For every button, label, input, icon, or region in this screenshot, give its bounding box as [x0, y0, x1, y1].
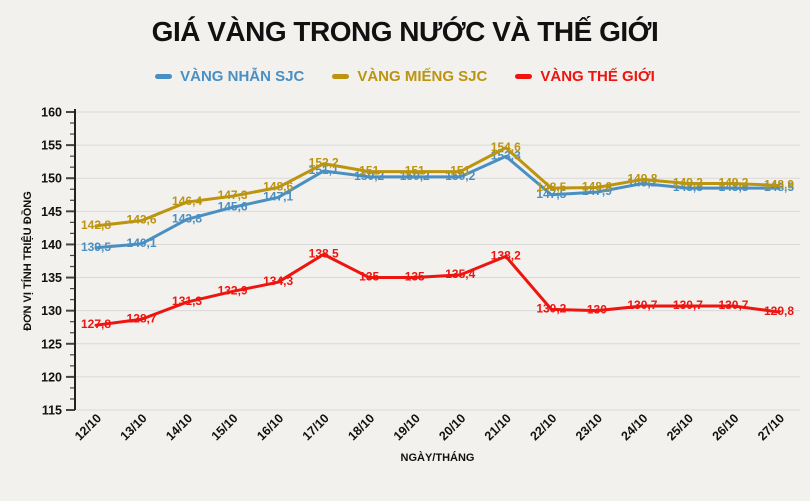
data-label: 148,6	[582, 179, 612, 193]
data-label: 134,3	[263, 274, 293, 288]
data-label: 148,5	[536, 180, 566, 194]
chart-title: GIÁ VÀNG TRONG NƯỚC VÀ THẾ GIỚI	[151, 16, 659, 47]
data-label: 143,8	[172, 211, 202, 225]
legend-item-3: VÀNG THẾ GIỚI	[515, 68, 655, 85]
x-tick-label: 24/10	[619, 411, 651, 443]
x-tick-label: 21/10	[482, 411, 514, 443]
data-label: 154,6	[491, 140, 521, 154]
data-label: 149,2	[673, 176, 703, 190]
y-tick-label: 145	[41, 205, 62, 219]
data-label: 149,8	[627, 172, 657, 186]
data-label: 138,5	[309, 246, 339, 260]
data-label: 130,2	[536, 301, 566, 315]
legend-swatch	[515, 74, 533, 79]
x-tick-label: 23/10	[573, 411, 605, 443]
x-tick-label: 26/10	[710, 411, 742, 443]
x-tick-label: 18/10	[345, 411, 377, 443]
data-label: 152,2	[309, 156, 339, 170]
y-tick-label: 130	[41, 304, 62, 318]
series-line	[94, 252, 781, 327]
y-tick-label: 115	[42, 404, 62, 418]
x-axis-title: NGÀY/THÁNG	[401, 451, 475, 464]
series-3: 127,8 128,7 131,3 132,9 134,3 138,5 135 135 135,…	[81, 246, 794, 331]
data-label: 146,4	[172, 194, 202, 208]
y-axis-title: ĐƠN VỊ TÍNH TRIỆU ĐỒNG	[21, 191, 34, 331]
legend-label: VÀNG MIẾNG SJC	[357, 68, 488, 85]
x-tick-label: 13/10	[118, 411, 150, 443]
data-label: 130	[587, 303, 607, 317]
legend-item-2: VÀNG MIẾNG SJC	[332, 68, 487, 85]
data-label: 129,8	[764, 304, 794, 318]
y-tick-label: 140	[41, 238, 62, 252]
legend-swatch	[155, 74, 173, 79]
data-label: 130,7	[673, 298, 703, 312]
x-tick-label: 14/10	[163, 411, 195, 443]
x-tick-label: 12/10	[72, 411, 104, 443]
data-label: 138,2	[491, 248, 521, 262]
y-tick-label: 155	[41, 139, 62, 153]
y-tick-label: 160	[41, 106, 62, 120]
data-label: 128,7	[127, 311, 157, 325]
legend-swatch	[332, 74, 350, 79]
data-label: 151	[405, 164, 425, 178]
data-label: 147,3	[218, 188, 248, 202]
data-label: 151	[450, 164, 470, 178]
data-label: 148,5	[764, 180, 794, 194]
x-tick-label: 20/10	[436, 411, 468, 443]
x-tick-label: 15/10	[209, 411, 241, 443]
data-label: 151	[359, 164, 379, 178]
y-tick-label: 120	[41, 370, 62, 384]
data-label: 130,7	[627, 298, 657, 312]
legend-label: VÀNG NHẪN SJC	[180, 68, 305, 85]
series-line	[94, 146, 781, 228]
data-label: 147,1	[263, 189, 293, 203]
x-tick-label: 17/10	[300, 411, 332, 443]
series-2: 142,8 143,6 146,4 147,3 148,6 152,2 151 151 151 1…	[81, 140, 794, 232]
x-tick-label: 22/10	[527, 411, 559, 443]
data-label: 142,8	[81, 218, 111, 232]
chart-legend: VÀNG NHẪN SJC VÀNG MIẾNG SJC VÀNG THẾ GIỚI	[0, 68, 810, 85]
data-label: 140,1	[127, 236, 157, 250]
legend-item-1: VÀNG NHẪN SJC	[155, 68, 304, 85]
data-label: 148,9	[764, 178, 794, 192]
x-tick-label: 25/10	[664, 411, 696, 443]
data-label: 135,4	[445, 267, 475, 281]
legend-label: VÀNG THẾ GIỚI	[540, 68, 655, 85]
series-line	[94, 154, 781, 250]
data-label: 135	[359, 270, 379, 284]
data-label: 132,9	[218, 283, 248, 297]
x-tick-label: 27/10	[755, 411, 787, 443]
y-tick-label: 125	[41, 337, 62, 351]
data-label: 145,6	[218, 199, 248, 213]
data-label: 149,2	[718, 176, 748, 190]
y-tick-label: 150	[41, 172, 62, 186]
data-label: 139,5	[81, 240, 111, 254]
data-label: 148,6	[263, 179, 293, 193]
x-tick-label: 19/10	[391, 411, 423, 443]
data-label: 127,8	[81, 317, 111, 331]
y-tick-label: 135	[41, 271, 62, 285]
data-label: 147,5	[536, 187, 566, 201]
data-label: 135	[405, 270, 425, 284]
data-label: 143,6	[127, 213, 157, 227]
data-label: 131,3	[172, 294, 202, 308]
x-tick-label: 16/10	[254, 411, 286, 443]
data-label: 130,7	[718, 298, 748, 312]
